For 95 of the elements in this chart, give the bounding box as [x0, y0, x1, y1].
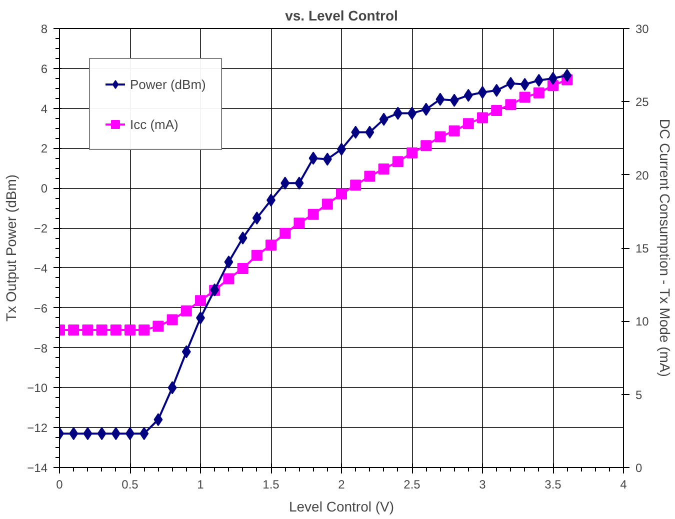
y-tick-label: 6: [40, 62, 48, 76]
point: [308, 208, 319, 220]
y2-tick-label: 10: [636, 314, 650, 329]
point: [393, 106, 402, 120]
point: [223, 273, 234, 284]
point: [322, 198, 333, 210]
point: [422, 102, 431, 116]
point: [83, 427, 92, 440]
point: [280, 228, 291, 239]
point: [154, 413, 163, 426]
y2-tick-label: 25: [636, 95, 650, 110]
x-tick-label: 3: [479, 478, 486, 492]
point: [477, 112, 488, 124]
point: [224, 255, 234, 268]
point: [68, 324, 80, 336]
point: [294, 218, 305, 229]
point: [351, 126, 360, 139]
point: [505, 99, 516, 110]
x-tick-label: 1.5: [262, 478, 280, 492]
point: [110, 324, 122, 336]
point: [69, 427, 78, 440]
point: [491, 104, 502, 116]
y-tick-label: −12: [27, 421, 48, 436]
point: [450, 94, 459, 107]
point: [124, 324, 136, 336]
point: [266, 240, 276, 251]
y-tick-label: −8: [34, 341, 48, 356]
point: [350, 180, 362, 191]
x-tick-label: 0.5: [122, 478, 139, 492]
point: [392, 156, 404, 168]
y2-axis-title: DC Current Consumption - Tx Mode (mA): [656, 118, 673, 377]
point: [97, 427, 106, 440]
y-axis-title: Tx Output Power (dBm): [3, 174, 20, 322]
point: [82, 324, 94, 336]
chart-title: vs. Level Control: [285, 8, 398, 24]
x-tick-label: 1: [197, 478, 204, 492]
y-tick-label: −10: [27, 381, 48, 396]
point: [506, 76, 516, 90]
point: [294, 176, 304, 190]
y2-tick-label: 15: [636, 242, 650, 256]
y-tick-label: 2: [40, 142, 48, 156]
point: [111, 427, 120, 440]
y2-tick-label: 5: [636, 388, 642, 402]
point: [533, 87, 544, 98]
y-tick-label: 0: [40, 182, 48, 196]
x-tick-label: 4: [620, 478, 628, 492]
point: [140, 427, 149, 440]
x-axis-title: Level Control (V): [288, 498, 394, 514]
y2-tick-label: 0: [636, 461, 642, 475]
x-tick-label: 2: [338, 478, 346, 492]
point: [519, 92, 530, 103]
point: [308, 152, 318, 165]
y-tick-label: −4: [34, 261, 48, 276]
point: [180, 305, 192, 316]
y-tick-label: −14: [27, 461, 48, 475]
y2-tick-label: 20: [636, 168, 650, 182]
y-tick-label: 8: [40, 22, 48, 36]
point: [152, 320, 164, 332]
point: [436, 92, 445, 106]
y-tick-label: 4: [40, 102, 48, 116]
point: [434, 131, 446, 142]
legend-label: Power (dBm): [130, 76, 206, 92]
point: [492, 84, 502, 97]
point: [182, 345, 191, 358]
point: [96, 324, 108, 336]
x-tick-label: 2.5: [404, 478, 421, 492]
point: [138, 324, 150, 336]
point: [379, 112, 388, 126]
point: [462, 118, 474, 130]
y2-tick-label: 30: [636, 22, 650, 36]
point: [322, 152, 332, 166]
point: [520, 78, 530, 91]
point: [562, 68, 572, 82]
point: [420, 140, 432, 152]
point: [280, 176, 290, 190]
legend-label: Icc (mA): [130, 116, 178, 132]
point: [336, 188, 347, 200]
point: [448, 125, 460, 136]
point: [195, 295, 206, 306]
point: [378, 163, 390, 174]
y-tick-label: −6: [34, 301, 48, 316]
point: [166, 314, 178, 326]
point: [251, 250, 262, 261]
point: [237, 262, 248, 274]
x-tick-label: 0: [56, 478, 64, 492]
y-tick-label: −2: [34, 222, 48, 236]
point: [365, 126, 374, 139]
point: [464, 88, 473, 102]
x-tick-label: 3.5: [544, 478, 562, 492]
point: [168, 381, 177, 394]
point: [252, 212, 262, 225]
point: [406, 147, 418, 158]
point: [238, 232, 248, 245]
point: [534, 74, 544, 87]
point: [364, 170, 376, 182]
